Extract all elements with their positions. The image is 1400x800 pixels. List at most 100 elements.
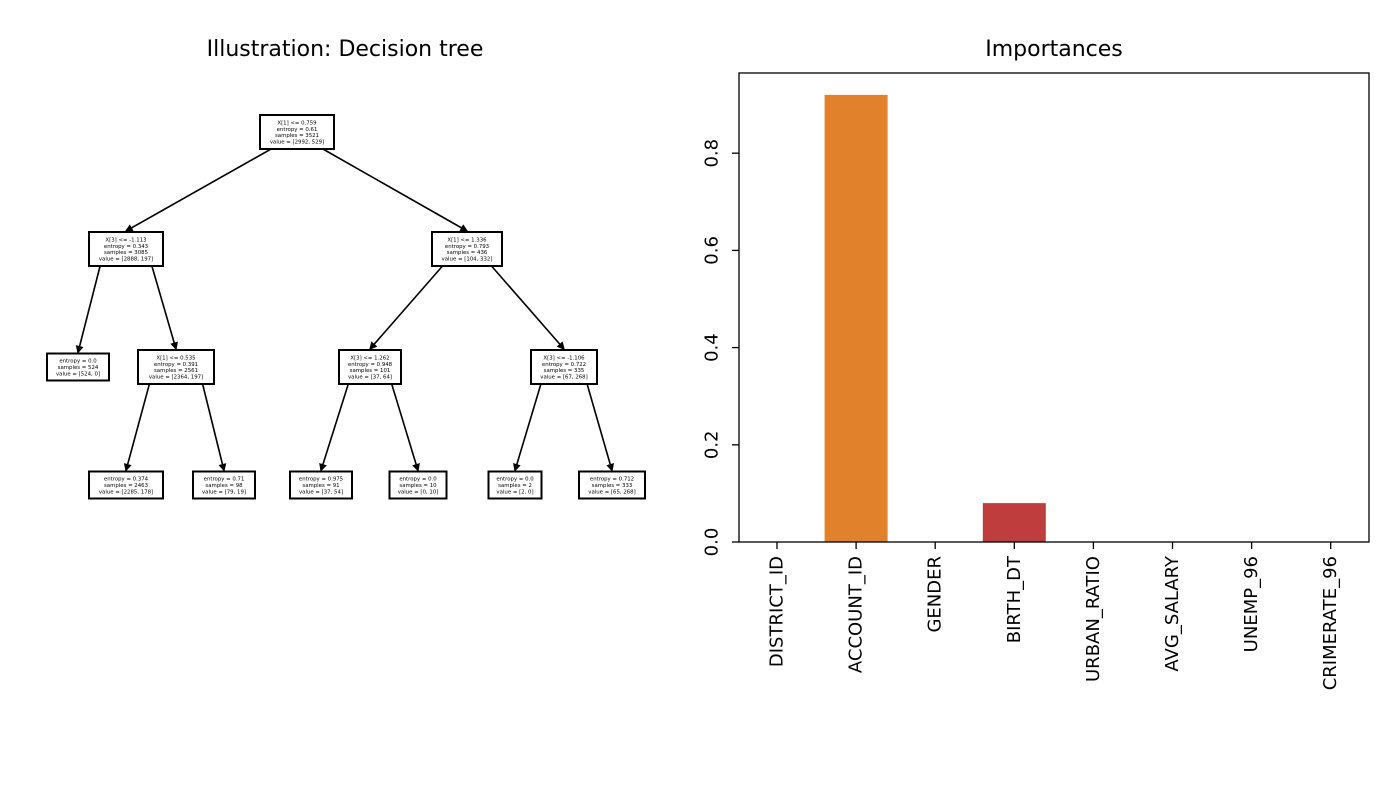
tree-node-text: value = [37, 54] xyxy=(299,489,343,495)
tree-node-box xyxy=(46,352,110,382)
bar-account-id xyxy=(824,94,888,542)
x-tick-label: GENDER xyxy=(925,556,946,633)
tree-node-box xyxy=(289,470,353,500)
tree-node-text: value = [67, 268] xyxy=(540,374,587,380)
axes-frame xyxy=(738,72,1370,543)
tree-node-text: samples = 98 xyxy=(205,483,243,489)
bar-birth-dt xyxy=(982,503,1046,542)
tree-node-text: value = [79, 19] xyxy=(202,489,246,495)
x-tick-label: URBAN_RATIO xyxy=(1083,556,1104,682)
tree-node-text: value = [104, 332] xyxy=(442,256,493,262)
tree-node-box xyxy=(431,231,503,267)
tree-edge xyxy=(490,265,565,351)
tree-node-text: entropy = 0.343 xyxy=(104,244,148,250)
tree-node-text: entropy = 0.0 xyxy=(399,477,437,483)
tree-node-text: samples = 2 xyxy=(498,483,532,489)
tree-node-text: value = [2364, 197] xyxy=(149,374,203,380)
tree-node-text: samples = 10 xyxy=(399,483,437,489)
x-tick-label: UNEMP_96 xyxy=(1241,556,1262,652)
tree-node-text: X[1] <= 1.336 xyxy=(447,238,487,244)
tree-node-text: value = [2, 0] xyxy=(496,489,533,495)
tree-node-box xyxy=(388,470,448,500)
tree-node-text: samples = 333 xyxy=(592,483,633,489)
x-tick-label: CRIMERATE_96 xyxy=(1320,556,1341,690)
tree-edge xyxy=(123,383,151,472)
tree-edge xyxy=(390,383,420,472)
tree-node-box xyxy=(259,114,335,150)
tree-node-box xyxy=(338,349,402,385)
tree-title: Illustration: Decision tree xyxy=(207,37,484,62)
tree-node-text: samples = 101 xyxy=(350,368,391,374)
y-tick-label: 0.6 xyxy=(702,236,723,265)
tree-node-box xyxy=(487,470,543,500)
decision-tree-panel: Illustration: Decision tree X[1] <= 0.75… xyxy=(46,37,646,500)
tree-edge xyxy=(124,148,272,232)
tree-edge xyxy=(369,265,444,351)
tree-node-text: X[1] <= 0.759 xyxy=(277,121,317,127)
x-tick-label: AVG_SALARY xyxy=(1162,555,1183,672)
tree-node-text: value = [65, 268] xyxy=(588,489,635,495)
tree-node-text: value = [2888, 197] xyxy=(99,256,153,262)
tree-node-text: X[3] <= -1.106 xyxy=(543,356,585,362)
tree-node-box xyxy=(192,470,256,500)
importances-chart-panel: Importances 0.0 0.2 0.4 0.6 0.8 DISTRICT_ID A… xyxy=(702,37,1370,690)
tree-node-text: samples = 91 xyxy=(302,483,339,489)
tree-node-text: entropy = 0.0 xyxy=(59,359,97,365)
tree-node-text: entropy = 0.722 xyxy=(542,362,586,368)
tree-node-box xyxy=(137,349,215,385)
tree-node-text: samples = 3085 xyxy=(104,250,148,256)
x-tick-label: BIRTH_DT xyxy=(1004,555,1025,643)
tree-node-text: entropy = 0.975 xyxy=(299,477,343,483)
chart-title: Importances xyxy=(985,37,1123,62)
tree-node-text: entropy = 0.793 xyxy=(445,244,489,250)
x-tick-label: ACCOUNT_ID xyxy=(846,556,867,673)
tree-edges xyxy=(75,148,614,472)
tree-edge xyxy=(319,383,350,472)
tree-node-text: value = [37, 64] xyxy=(348,374,392,380)
tree-edge xyxy=(513,383,542,472)
tree-node-text: samples = 2463 xyxy=(104,483,148,489)
tree-node-text: value = [2992, 529] xyxy=(270,139,324,145)
tree-node-text: samples = 524 xyxy=(58,365,99,371)
tree-node-text: value = [0, 10] xyxy=(398,489,439,495)
tree-node-box xyxy=(88,470,164,500)
tree-node-text: entropy = 0.391 xyxy=(154,362,198,368)
tree-edge xyxy=(75,265,101,354)
tree-node-text: samples = 335 xyxy=(544,368,585,374)
bars xyxy=(824,94,1046,542)
tree-node-box xyxy=(578,470,646,500)
x-tick-label: DISTRICT_ID xyxy=(767,556,788,667)
tree-node-text: entropy = 0.71 xyxy=(204,477,245,483)
tree-edge xyxy=(586,383,614,472)
tree-edge xyxy=(201,383,227,472)
y-axis-ticks: 0.0 0.2 0.4 0.6 0.8 xyxy=(702,139,739,556)
tree-node-box xyxy=(530,349,598,385)
y-tick-label: 0.4 xyxy=(702,333,723,362)
y-tick-label: 0.8 xyxy=(702,139,723,168)
tree-node-text: samples = 3521 xyxy=(275,133,319,139)
tree-node-text: value = [2285, 178] xyxy=(99,489,153,495)
tree-node-text: entropy = 0.712 xyxy=(590,477,634,483)
tree-node-text: entropy = 0.948 xyxy=(348,362,393,368)
tree-node-text: X[3] <= 1.262 xyxy=(350,356,389,362)
tree-node-text: X[1] <= 0.535 xyxy=(156,356,195,362)
tree-node-text: X[3] <= -1.113 xyxy=(105,238,146,244)
tree-edge xyxy=(322,148,469,232)
tree-node-text: entropy = 0.0 xyxy=(496,477,534,483)
tree-node-box xyxy=(88,231,164,267)
